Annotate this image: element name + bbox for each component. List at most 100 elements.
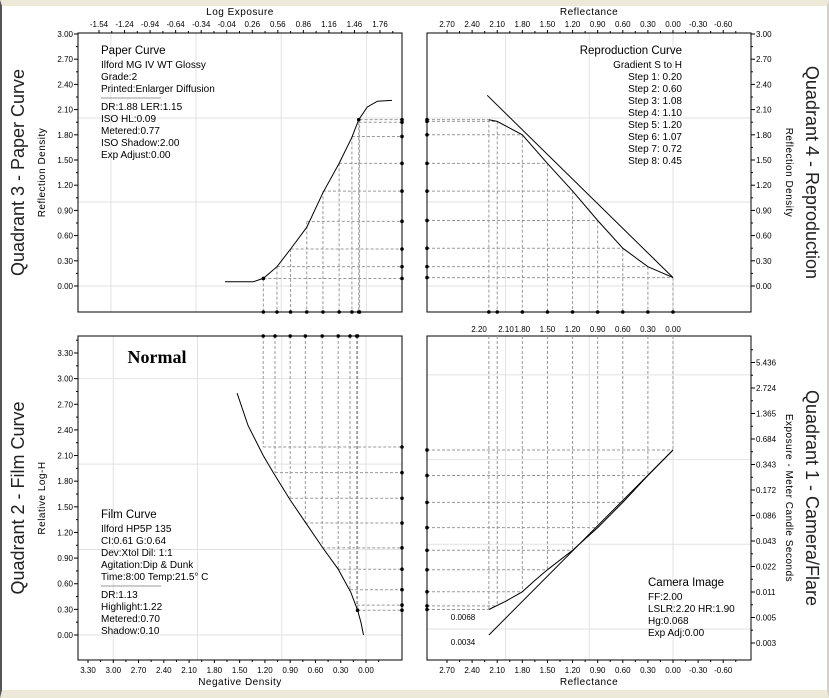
q2-info-line: Time:8:00 Temp:21.5° C — [101, 572, 208, 583]
x-tick-label: -1.54 — [90, 20, 109, 29]
step-marker — [288, 310, 293, 314]
x-tick-label: 1.50 — [232, 666, 248, 675]
x-tick-label: 2.40 — [464, 666, 480, 675]
step-marker — [425, 448, 429, 452]
step-marker — [261, 310, 266, 314]
q4-info-line: Gradient S to H — [613, 60, 682, 71]
step-marker — [671, 310, 675, 314]
x-tick-label: 3.00 — [105, 666, 121, 675]
step-marker — [595, 310, 600, 314]
x-tick-label: 2.10 — [489, 666, 505, 675]
y-tick-label: 0.30 — [57, 605, 73, 614]
x-tick-label: -0.34 — [192, 20, 211, 29]
x-tick-label: 0.90 — [282, 666, 298, 675]
q2-info-line: CI:0.61 G:0.64 — [101, 536, 166, 547]
q3-x-axis-title: Log Exposure — [206, 7, 274, 18]
step-marker — [425, 607, 429, 612]
x-tick-label: -0.30 — [689, 666, 708, 675]
q1-info-line: FF:2.00 — [648, 592, 683, 603]
flare-point-label: 0.0068 — [451, 613, 476, 622]
step-marker — [425, 473, 429, 478]
q4-info-line: Step 4: 1.10 — [628, 108, 682, 119]
q3-info-line: Printed:Enlarger Diffusion — [101, 84, 215, 95]
q2-x-axis-title: Negative Density — [198, 677, 282, 688]
q3-info-line: ISO Shadow:2.00 — [101, 138, 180, 149]
top-x-tick-label: 1.50 — [540, 325, 556, 334]
x-tick-label: 0.60 — [308, 666, 324, 675]
q2-info-line: Dev:Xtol Dil: 1:1 — [101, 548, 173, 559]
y-tick-label: 1.50 — [756, 156, 772, 165]
step-marker — [425, 161, 429, 166]
step-marker — [425, 548, 429, 553]
step-marker — [273, 334, 277, 338]
y-tick-label: 1.20 — [57, 181, 73, 190]
q4-quadrant-title: Quadrant 4 - Reproduction — [802, 66, 822, 279]
step-marker — [303, 334, 308, 338]
x-tick-label: -0.60 — [714, 20, 733, 29]
step-marker — [350, 310, 354, 314]
y-tick-label: 0.90 — [756, 206, 772, 215]
x-tick-label: 0.30 — [640, 20, 656, 29]
q4-series-ideal — [486, 94, 674, 278]
top-x-tick-label: 0.00 — [665, 325, 681, 334]
top-x-tick-label: 0.60 — [615, 325, 631, 334]
q1-x-axis-title: Reflectance — [560, 677, 618, 688]
x-tick-label: -0.64 — [167, 20, 186, 29]
x-tick-label: -0.04 — [218, 20, 237, 29]
step-marker — [400, 445, 404, 449]
step-marker — [400, 496, 404, 501]
step-marker — [400, 219, 404, 224]
y-tick-label: 3.30 — [57, 349, 73, 358]
x-tick-label: 0.30 — [640, 666, 656, 675]
x-tick-label: 0.90 — [590, 666, 606, 675]
y-tick-label: 0.684 — [756, 435, 777, 444]
step-marker — [400, 247, 404, 251]
step-marker — [321, 310, 325, 314]
x-tick-label: 1.76 — [372, 20, 388, 29]
step-marker — [400, 587, 404, 592]
step-marker — [357, 310, 362, 314]
step-marker — [275, 310, 279, 314]
q3-info-line: Grade:2 — [101, 72, 138, 83]
film-shadow-point — [355, 608, 360, 613]
q3-info-line: ISO HL:0.09 — [101, 114, 156, 125]
x-tick-label: 1.20 — [565, 666, 581, 675]
x-tick-label: 0.00 — [665, 20, 681, 29]
step-marker — [400, 161, 404, 166]
step-marker — [400, 567, 404, 571]
top-x-tick-label: 0.90 — [590, 325, 606, 334]
step-marker — [425, 590, 429, 594]
q3-y-axis-title: Reflection Density — [37, 128, 48, 218]
q1-info-line: LSLR:2.20 HR:1.90 — [648, 604, 735, 615]
x-tick-label: 1.20 — [565, 20, 581, 29]
x-tick-label: 1.50 — [540, 666, 556, 675]
q1-quadrant-title: Quadrant 1 - Camera/Flare — [802, 390, 822, 606]
x-tick-label: 1.80 — [515, 20, 531, 29]
metered-point — [261, 276, 266, 281]
x-tick-label: 1.20 — [257, 666, 273, 675]
x-tick-label: 2.40 — [156, 666, 172, 675]
q4-info-line: Step 5: 1.20 — [628, 120, 682, 131]
step-marker — [355, 334, 360, 338]
y-tick-label: 1.80 — [756, 131, 772, 140]
step-marker — [495, 310, 500, 314]
step-marker — [320, 334, 324, 338]
x-tick-label: 0.00 — [665, 666, 681, 675]
x-tick-label: -0.94 — [141, 20, 160, 29]
y-tick-label: 0.00 — [756, 282, 772, 291]
y-tick-label: 3.00 — [57, 30, 73, 39]
y-tick-label: 2.40 — [57, 426, 73, 435]
step-marker — [545, 310, 550, 314]
step-marker — [336, 334, 341, 338]
y-tick-label: 0.011 — [756, 588, 776, 597]
step-marker — [425, 133, 429, 137]
q2-info-line: DR:1.13 — [101, 590, 138, 601]
step-marker — [425, 264, 429, 269]
step-marker — [304, 310, 309, 314]
y-tick-label: 1.50 — [57, 503, 73, 512]
x-tick-label: 1.50 — [540, 20, 556, 29]
y-tick-label: 2.70 — [57, 55, 73, 64]
y-tick-label: 2.40 — [57, 80, 73, 89]
q1-info-line: Exp Adj:0.00 — [648, 628, 705, 639]
